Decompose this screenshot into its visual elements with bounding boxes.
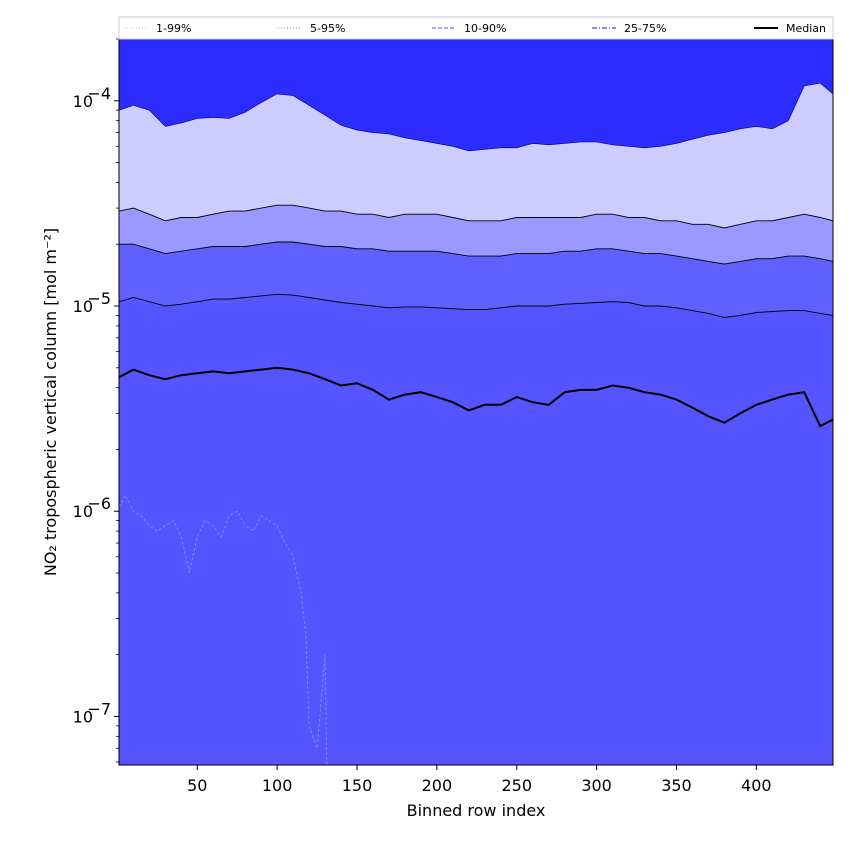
lower-band-edge xyxy=(118,493,328,766)
y-tick-label: 10 xyxy=(73,707,93,726)
x-tick-label: 100 xyxy=(262,776,293,795)
x-tick-label: 400 xyxy=(741,776,772,795)
x-ticks: 50 100 150 200 250 300 350 400 xyxy=(187,765,772,795)
y-tick-exponent: −4 xyxy=(87,84,111,103)
x-tick-label: 50 xyxy=(187,776,207,795)
median-line xyxy=(118,366,834,428)
x-tick-label: 300 xyxy=(581,776,612,795)
band-edge-5-95 xyxy=(118,204,834,229)
y-tick-label: 10 xyxy=(73,92,93,111)
legend-label: 25-75% xyxy=(624,22,666,35)
legend-label: 10-90% xyxy=(464,22,506,35)
y-tick-exponent: −7 xyxy=(87,699,111,718)
y-tick-label: 10 xyxy=(73,297,93,316)
legend-label: 1-99% xyxy=(156,22,191,35)
x-tick-label: 350 xyxy=(661,776,692,795)
y-tick-exponent: −6 xyxy=(87,494,111,513)
band-edge-25-75 xyxy=(118,293,834,318)
band-lines xyxy=(118,82,834,766)
band-edge-1-99 xyxy=(118,82,834,152)
lower-band-fill xyxy=(119,495,327,765)
band-fills xyxy=(119,39,833,766)
x-tick-label: 250 xyxy=(501,776,532,795)
y-axis-label: NO₂ tropospheric vertical column [mol m⁻… xyxy=(41,228,60,576)
y-tick-label: 10 xyxy=(73,502,93,521)
legend-box xyxy=(118,16,834,40)
y-tick-exponent: −5 xyxy=(87,289,111,308)
legend-label: 5-95% xyxy=(310,22,345,35)
x-tick-label: 200 xyxy=(422,776,453,795)
y-ticks: 10−710−610−510−4 xyxy=(73,38,119,763)
x-tick-label: 150 xyxy=(342,776,373,795)
legend: 1-99% 5-95% 10-90% 25-75% Median xyxy=(118,16,834,40)
x-axis-label: Binned row index xyxy=(407,801,546,820)
legend-label: Median xyxy=(786,22,826,35)
band-edge-10-90 xyxy=(119,241,834,265)
